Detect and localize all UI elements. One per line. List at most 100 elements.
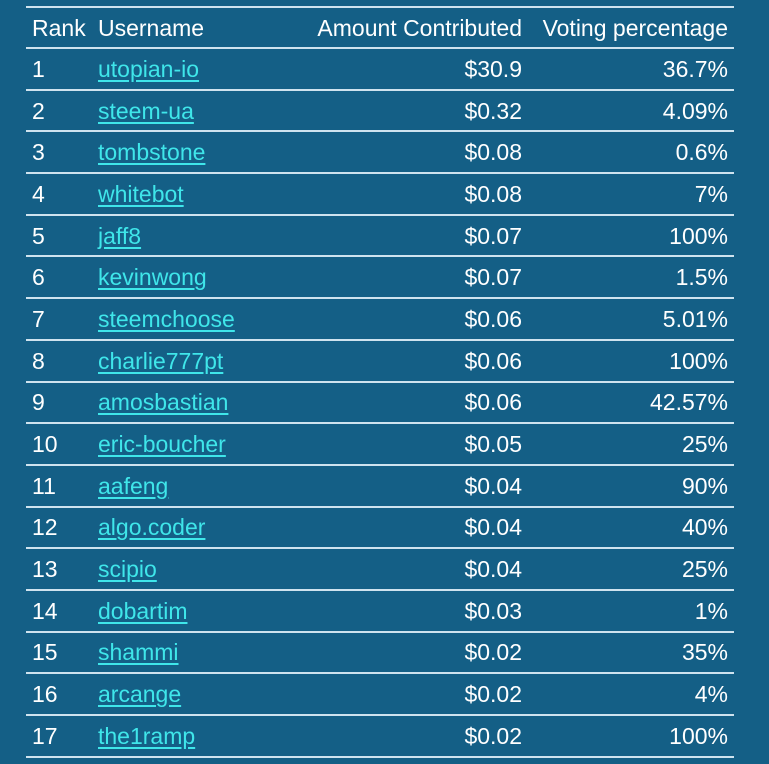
voting-cell: 100%: [528, 213, 734, 257]
rank-value: 9: [32, 389, 45, 416]
username-link[interactable]: algo.coder: [98, 514, 206, 541]
voting-value: 90%: [681, 472, 728, 499]
voting-cell: 5.01%: [528, 297, 734, 340]
voting-column-header: Voting percentage: [528, 6, 734, 48]
username-link[interactable]: tombstone: [98, 139, 206, 166]
username-column-header: Username: [92, 6, 297, 48]
rank-value: 7: [32, 305, 45, 332]
amount-value: $30.9: [464, 55, 522, 82]
username-link[interactable]: jaff8: [98, 222, 142, 249]
username-link[interactable]: shammi: [98, 639, 179, 666]
amount-value: $0.06: [464, 347, 522, 374]
voting-cell: 25%: [528, 547, 734, 590]
username-link[interactable]: scipio: [98, 556, 157, 583]
username-link[interactable]: charlie777pt: [98, 347, 224, 374]
username-cell: charlie777pt: [92, 338, 297, 382]
rank-cell: 12: [26, 505, 92, 549]
rank-value: 15: [32, 639, 58, 666]
table-row: 14 dobartim $0.03 1%: [26, 588, 734, 632]
username-cell: the1ramp: [92, 714, 297, 758]
rank-value: 3: [32, 139, 45, 166]
voting-value: 4%: [694, 681, 728, 708]
contributors-table-container: Rank Username Amount Contributed Voting …: [26, 6, 734, 758]
voting-cell: 25%: [528, 422, 734, 465]
username-link[interactable]: dobartim: [98, 597, 188, 624]
voting-value: 40%: [681, 514, 728, 541]
username-link[interactable]: steem-ua: [98, 97, 194, 124]
rank-cell: 13: [26, 547, 92, 590]
amount-cell: $0.32: [297, 88, 528, 132]
table-row: 16 arcange $0.02 4%: [26, 672, 734, 715]
username-link[interactable]: utopian-io: [98, 55, 200, 82]
username-link[interactable]: kevinwong: [98, 264, 207, 291]
amount-value: $0.05: [464, 431, 522, 458]
amount-value: $0.04: [464, 556, 522, 583]
amount-cell: $0.04: [297, 463, 528, 507]
amount-value: $0.04: [464, 514, 522, 541]
username-cell: steem-ua: [92, 88, 297, 132]
amount-value: $0.04: [464, 472, 522, 499]
voting-value: 36.7%: [662, 55, 728, 82]
username-cell: steemchoose: [92, 297, 297, 340]
amount-cell: $0.02: [297, 672, 528, 715]
rank-value: 5: [32, 222, 45, 249]
voting-cell: 4.09%: [528, 88, 734, 132]
header-row: Rank Username Amount Contributed Voting …: [26, 6, 734, 48]
voting-value: 4.09%: [662, 97, 728, 124]
amount-cell: $0.03: [297, 588, 528, 632]
username-cell: amosbastian: [92, 380, 297, 424]
table-row: 10 eric-boucher $0.05 25%: [26, 422, 734, 465]
table-row: 17 the1ramp $0.02 100%: [26, 714, 734, 758]
rank-value: 6: [32, 264, 45, 291]
username-link[interactable]: eric-boucher: [98, 431, 226, 458]
voting-value: 0.6%: [675, 139, 728, 166]
voting-value: 7%: [694, 180, 728, 207]
rank-column-header: Rank: [26, 6, 92, 48]
amount-cell: $0.06: [297, 297, 528, 340]
amount-value: $0.08: [464, 139, 522, 166]
table-row: 6 kevinwong $0.07 1.5%: [26, 255, 734, 299]
table-row: 8 charlie777pt $0.06 100%: [26, 338, 734, 382]
voting-value: 1%: [694, 597, 728, 624]
table-row: 11 aafeng $0.04 90%: [26, 463, 734, 507]
table-row: 12 algo.coder $0.04 40%: [26, 505, 734, 549]
username-link[interactable]: aafeng: [98, 472, 169, 499]
amount-value: $0.07: [464, 222, 522, 249]
table-body: 1 utopian-io $30.9 36.7% 2 steem-ua $0.3…: [26, 47, 734, 758]
voting-cell: 0.6%: [528, 130, 734, 174]
table-header: Rank Username Amount Contributed Voting …: [26, 6, 734, 48]
rank-cell: 14: [26, 588, 92, 632]
amount-value: $0.03: [464, 597, 522, 624]
table-row: 1 utopian-io $30.9 36.7%: [26, 47, 734, 90]
amount-cell: $0.04: [297, 547, 528, 590]
username-link[interactable]: the1ramp: [98, 722, 196, 749]
rank-cell: 10: [26, 422, 92, 465]
rank-cell: 5: [26, 213, 92, 257]
username-cell: eric-boucher: [92, 422, 297, 465]
amount-cell: $0.06: [297, 380, 528, 424]
username-link[interactable]: steemchoose: [98, 305, 235, 332]
voting-value: 100%: [669, 722, 728, 749]
rank-cell: 1: [26, 47, 92, 90]
rank-cell: 7: [26, 297, 92, 340]
rank-cell: 17: [26, 714, 92, 758]
voting-value: 42.57%: [649, 389, 728, 416]
table-row: 7 steemchoose $0.06 5.01%: [26, 297, 734, 340]
username-link[interactable]: amosbastian: [98, 389, 229, 416]
username-link[interactable]: arcange: [98, 681, 182, 708]
username-cell: dobartim: [92, 588, 297, 632]
rank-cell: 4: [26, 172, 92, 215]
voting-cell: 42.57%: [528, 380, 734, 424]
amount-cell: $0.08: [297, 130, 528, 174]
table-row: 9 amosbastian $0.06 42.57%: [26, 380, 734, 424]
voting-value: 100%: [669, 347, 728, 374]
voting-cell: 100%: [528, 714, 734, 758]
voting-cell: 4%: [528, 672, 734, 715]
amount-cell: $0.08: [297, 172, 528, 215]
amount-cell: $0.02: [297, 630, 528, 674]
amount-value: $0.06: [464, 389, 522, 416]
username-cell: tombstone: [92, 130, 297, 174]
username-cell: arcange: [92, 672, 297, 715]
rank-value: 8: [32, 347, 45, 374]
username-link[interactable]: whitebot: [98, 180, 184, 207]
